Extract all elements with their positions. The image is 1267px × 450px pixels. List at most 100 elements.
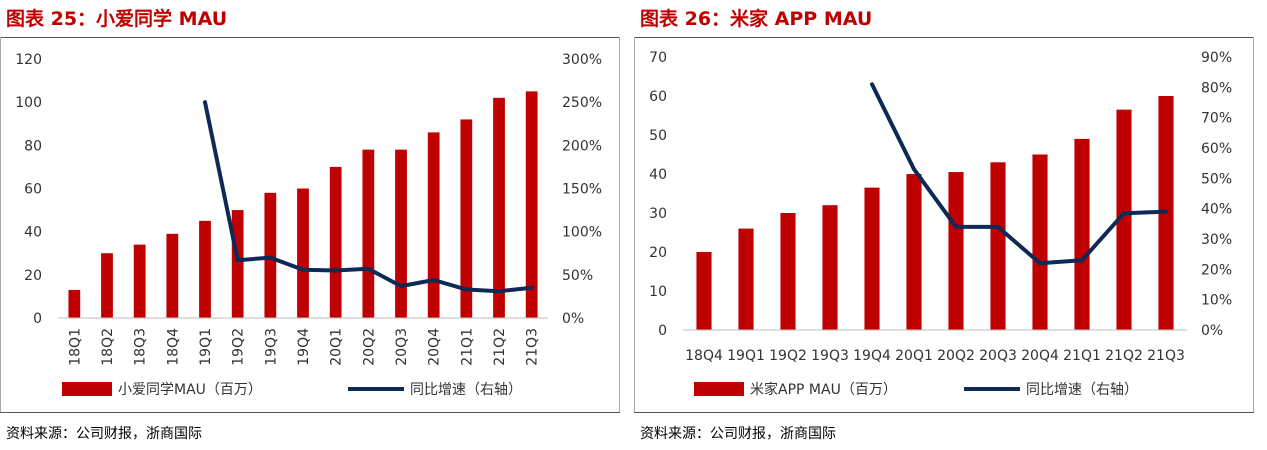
- bar: [427, 132, 440, 318]
- y-left-tick-label: 60: [24, 182, 42, 198]
- x-tick-label: 19Q2: [769, 348, 807, 364]
- x-tick-label: 19Q2: [231, 328, 247, 366]
- x-tick-label: 19Q3: [811, 348, 849, 364]
- x-tick-label: 18Q4: [165, 328, 181, 366]
- y-left-tick-label: 60: [649, 89, 667, 105]
- y-right-tick-label: 90%: [1201, 50, 1232, 66]
- x-tick-label: 19Q3: [263, 328, 279, 366]
- frame-right: [1253, 37, 1254, 412]
- bar: [329, 166, 342, 318]
- bar: [990, 162, 1006, 330]
- y-right-tick-label: 30%: [1201, 232, 1232, 248]
- x-tick-label: 20Q2: [361, 328, 377, 366]
- bar: [297, 188, 309, 318]
- growth-line: [870, 82, 1168, 266]
- legend-line-label: 同比增速（右轴）: [410, 382, 522, 398]
- x-tick-label: 18Q2: [100, 328, 116, 366]
- bar: [864, 187, 880, 330]
- left-chart-svg: 0 20 40 60 80 100 120 0% 50% 100% 150% 200% 250% 300%…: [15, 52, 602, 398]
- x-tick-label: 19Q1: [727, 348, 765, 364]
- y-left-tick-label: 120: [15, 52, 42, 68]
- bar: [1116, 109, 1132, 331]
- frame-left: [634, 37, 635, 412]
- y-right-tick-label: 60%: [1201, 141, 1232, 157]
- bar: [780, 213, 796, 330]
- y-right-tick-label: 150%: [562, 182, 602, 198]
- y-left-tick-label: 40: [649, 167, 667, 183]
- bar: [199, 220, 211, 318]
- source-note: 资料来源：公司财报，浙商国际: [6, 426, 202, 442]
- bar: [493, 97, 505, 318]
- x-tick-label: 21Q2: [492, 328, 508, 366]
- chart-title: 图表 25：小爱同学 MAU: [6, 8, 228, 30]
- y-right-tick-label: 20%: [1201, 262, 1232, 278]
- x-tick-label: 21Q3: [525, 328, 541, 366]
- legend-bar-label: 小爱同学MAU（百万）: [118, 382, 262, 398]
- y-left-tick-label: 80: [24, 138, 42, 154]
- chart-title: 图表 26：米家 APP MAU: [640, 8, 873, 30]
- bar: [1032, 154, 1048, 330]
- bar: [395, 149, 407, 318]
- x-tick-label: 21Q2: [1105, 348, 1143, 364]
- bar: [264, 192, 277, 318]
- left-chart-panel: 图表 25：小爱同学 MAU 0 20 40 60 80 100 120 0% 50% 100% 1…: [0, 0, 620, 450]
- bar: [166, 233, 179, 318]
- x-tick-label: 18Q3: [133, 328, 149, 366]
- right-chart-panel: 图表 26：米家 APP MAU 0 10 20 30 40 50 60 70 0% 10% 20%…: [634, 0, 1254, 450]
- x-tick-label: 20Q3: [979, 348, 1017, 364]
- y-right-tick-label: 100%: [562, 225, 602, 241]
- top-rule: [634, 37, 1254, 38]
- right-chart-svg: 0 10 20 30 40 50 60 70 0% 10% 20% 30% 40% 50% 60% 70% 80…: [649, 50, 1232, 398]
- y-right-tick-label: 250%: [562, 95, 602, 111]
- bottom-rule: [0, 412, 620, 413]
- bar: [362, 149, 375, 318]
- y-left-tick-label: 0: [33, 311, 42, 327]
- bar: [133, 244, 146, 318]
- y-right-tick-label: 80%: [1201, 80, 1232, 96]
- y-right-tick-label: 0%: [562, 311, 584, 327]
- x-tick-label: 20Q4: [1021, 348, 1059, 364]
- x-tick-label: 18Q1: [67, 328, 83, 366]
- y-left-tick-label: 70: [649, 50, 667, 66]
- bar: [101, 253, 113, 318]
- bar: [231, 210, 244, 318]
- growth-line: [203, 100, 534, 294]
- y-left-tick-label: 20: [24, 268, 42, 284]
- bar: [460, 119, 473, 318]
- x-tick-label: 21Q1: [1063, 348, 1101, 364]
- y-right-tick-label: 200%: [562, 138, 602, 154]
- y-left-tick-label: 0: [658, 323, 667, 339]
- legend-bar-swatch: [694, 382, 744, 396]
- x-tick-label: 20Q4: [427, 328, 443, 366]
- x-tick-label: 19Q4: [296, 328, 312, 366]
- legend-line-label: 同比增速（右轴）: [1026, 382, 1138, 398]
- x-tick-label: 20Q3: [394, 328, 410, 366]
- y-right-tick-label: 50%: [1201, 171, 1232, 187]
- y-left-tick-label: 20: [649, 245, 667, 261]
- x-tick-label: 19Q4: [853, 348, 891, 364]
- x-tick-label: 21Q3: [1147, 348, 1185, 364]
- bar: [525, 91, 538, 318]
- bar: [738, 228, 754, 330]
- x-tick-label: 20Q1: [895, 348, 933, 364]
- y-right-tick-label: 40%: [1201, 202, 1232, 218]
- x-tick-label: 19Q1: [198, 328, 214, 366]
- frame-right: [619, 37, 620, 412]
- top-rule: [0, 37, 620, 38]
- bottom-rule: [634, 412, 1254, 413]
- y-right-tick-label: 10%: [1201, 293, 1232, 309]
- bar: [948, 172, 964, 330]
- y-right-tick-label: 0%: [1201, 323, 1223, 339]
- x-tick-label: 21Q1: [459, 328, 475, 366]
- y-left-tick-label: 50: [649, 128, 667, 144]
- frame-left: [0, 37, 1, 412]
- y-right-tick-label: 300%: [562, 52, 602, 68]
- bar: [68, 289, 81, 318]
- y-left-tick-label: 100: [15, 95, 42, 111]
- legend-bar-swatch: [62, 382, 112, 396]
- y-right-tick-label: 50%: [562, 268, 593, 284]
- legend-bar-label: 米家APP MAU（百万）: [750, 381, 897, 398]
- y-right-tick-label: 70%: [1201, 111, 1232, 127]
- y-left-tick-label: 30: [649, 206, 667, 222]
- x-tick-label: 20Q1: [329, 328, 345, 366]
